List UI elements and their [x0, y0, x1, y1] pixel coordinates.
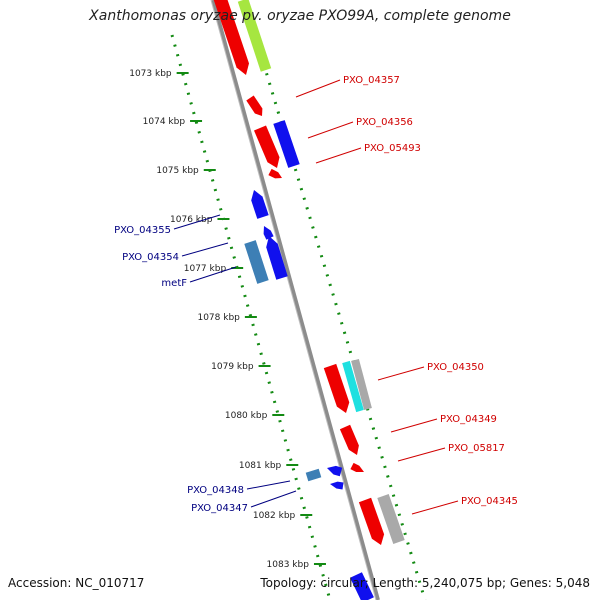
gene-arrow-reverse — [251, 190, 269, 219]
gene-label-forward: PXO_04350 — [427, 362, 484, 373]
callout-line — [189, 266, 237, 283]
gene-arrow-forward — [213, 0, 249, 75]
gene-label-forward: PXO_04349 — [440, 414, 497, 425]
kbp-tick-label: 1079 kbp — [211, 362, 254, 372]
gene-label-forward: PXO_04356 — [356, 117, 413, 128]
gene-label-reverse: PXO_04347 — [191, 503, 248, 514]
gene-block-reverse — [350, 572, 374, 600]
accession-text: Accession: NC_010717 — [8, 576, 145, 590]
gene-label-forward: PXO_05493 — [364, 143, 421, 154]
callout-line — [411, 500, 459, 515]
kbp-tick-label: 1075 kbp — [156, 166, 199, 176]
callout-line — [315, 147, 362, 164]
genome-summary-text: Topology: circular; Length: 5,240,075 bp… — [260, 576, 590, 590]
gene-block-forward — [273, 120, 300, 168]
callout-line — [295, 79, 341, 98]
gene-arrow-forward — [254, 125, 280, 168]
kbp-tick-label: 1078 kbp — [197, 313, 240, 323]
genome-axis-highlight — [210, 0, 377, 600]
kbp-tick-label: 1083 kbp — [267, 560, 310, 570]
gene-block-reverse — [305, 468, 322, 482]
gene-arrow-forward — [323, 363, 350, 413]
gene-arrow-reverse — [327, 465, 343, 477]
label-callouts: PXO_04357 PXO_04356 PXO_05493 PXO_04350 PXO_… — [114, 75, 518, 515]
callout-line — [246, 480, 291, 490]
gene-block-forward — [237, 0, 272, 72]
gene-arrow-forward — [358, 497, 385, 545]
tick-marks: 1073 kbp 1074 kbp 1075 kbp 1076 kbp 1077 kbp… — [129, 69, 326, 570]
gene-block-forward — [351, 359, 372, 410]
kbp-tick-label: 1081 kbp — [239, 461, 282, 471]
gene-label-reverse: metF — [161, 278, 187, 289]
genome-axis — [211, 0, 380, 600]
gene-arrow-forward — [246, 95, 263, 116]
callout-line — [377, 366, 425, 381]
dotted-track-guides — [170, 34, 427, 600]
kbp-tick-label: 1077 kbp — [184, 264, 227, 274]
gene-arrow-forward — [268, 168, 282, 179]
gene-arrow-reverse — [263, 226, 274, 240]
genome-title: Xanthomonas oryzae pv. oryzae PXO99A, co… — [89, 8, 511, 24]
gene-arrow-reverse — [266, 236, 288, 280]
kbp-tick-label: 1074 kbp — [143, 117, 186, 127]
gene-label-reverse: PXO_04355 — [114, 225, 171, 236]
callout-line — [390, 418, 438, 433]
gene-block-reverse — [244, 240, 269, 284]
gene-label-forward: PXO_04345 — [461, 496, 518, 507]
gene-block-forward — [342, 360, 364, 413]
kbp-tick-label: 1082 kbp — [253, 511, 296, 521]
kbp-tick-label: 1080 kbp — [225, 411, 268, 421]
callout-line — [307, 121, 354, 139]
gene-arrow-forward — [350, 462, 364, 472]
callout-line — [397, 447, 446, 462]
gene-arrow-forward — [339, 424, 359, 455]
kbp-tick-label: 1073 kbp — [129, 69, 172, 79]
gene-label-reverse: PXO_04348 — [187, 485, 244, 496]
callout-line — [250, 490, 297, 508]
gene-features — [213, 0, 405, 600]
gene-label-reverse: PXO_04354 — [122, 252, 179, 263]
gene-block-forward — [377, 494, 405, 544]
gene-label-forward: PXO_05817 — [448, 443, 505, 454]
gene-arrow-reverse — [330, 481, 344, 490]
kbp-tick-label: 1076 kbp — [170, 215, 213, 225]
gene-label-forward: PXO_04357 — [343, 75, 400, 86]
callout-line — [181, 242, 229, 257]
forward-track-guide — [253, 34, 427, 600]
callout-line — [173, 214, 221, 230]
